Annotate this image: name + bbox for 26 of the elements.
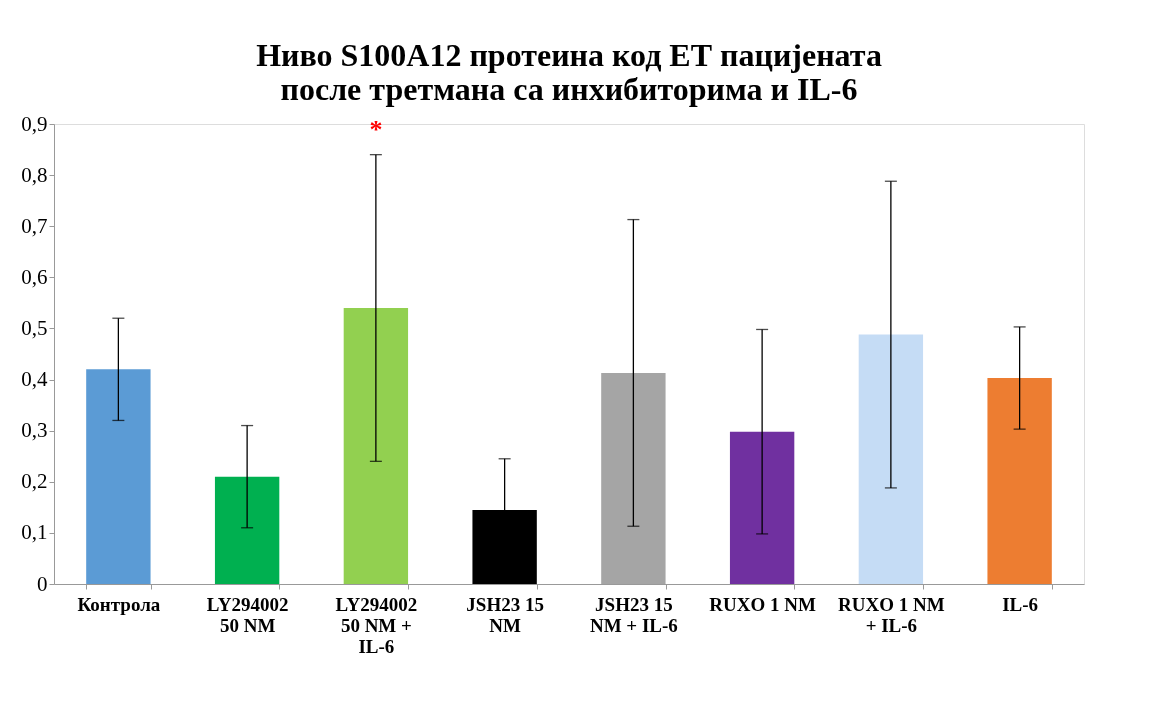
x-tick-label: RUXO 1 NM xyxy=(709,593,816,615)
x-tick-label: RUXO 1 NM + IL-6 xyxy=(838,593,945,636)
y-tick-label: 0,9 xyxy=(21,111,48,136)
chart-title: Ниво S100A12 протеина код ЕТ пацијената после третмана са инхибиторима и IL-6 xyxy=(256,37,882,107)
y-tick-label: 0,7 xyxy=(21,213,48,238)
x-tick-label: LY294002 50 NM + IL-6 xyxy=(335,593,418,657)
y-tick-label: 0,2 xyxy=(21,469,48,494)
bar xyxy=(987,378,1052,584)
y-tick-label: 0,8 xyxy=(21,162,48,187)
bar xyxy=(729,431,795,584)
x-tick-label: LY294002 50 NM xyxy=(206,593,289,636)
x-tick-label: Контрола xyxy=(77,593,161,615)
x-tick-label: JSH23 15 NM xyxy=(466,593,544,636)
x-tick-label: JSH23 15 NM + IL-6 xyxy=(589,593,678,636)
bar xyxy=(86,369,151,584)
y-tick-label: 0,4 xyxy=(21,367,48,392)
bar xyxy=(214,476,280,584)
y-tick-label: 0,6 xyxy=(21,264,48,289)
y-tick-label: 0,3 xyxy=(21,418,48,443)
y-tick-label: 0,1 xyxy=(21,520,48,545)
x-tick-label: IL-6 xyxy=(1002,593,1039,615)
y-tick-label: 0,5 xyxy=(21,315,48,340)
bar xyxy=(858,334,924,584)
y-tick-label: 0 xyxy=(37,571,48,596)
bar xyxy=(343,308,409,584)
annotation: * xyxy=(369,114,383,144)
